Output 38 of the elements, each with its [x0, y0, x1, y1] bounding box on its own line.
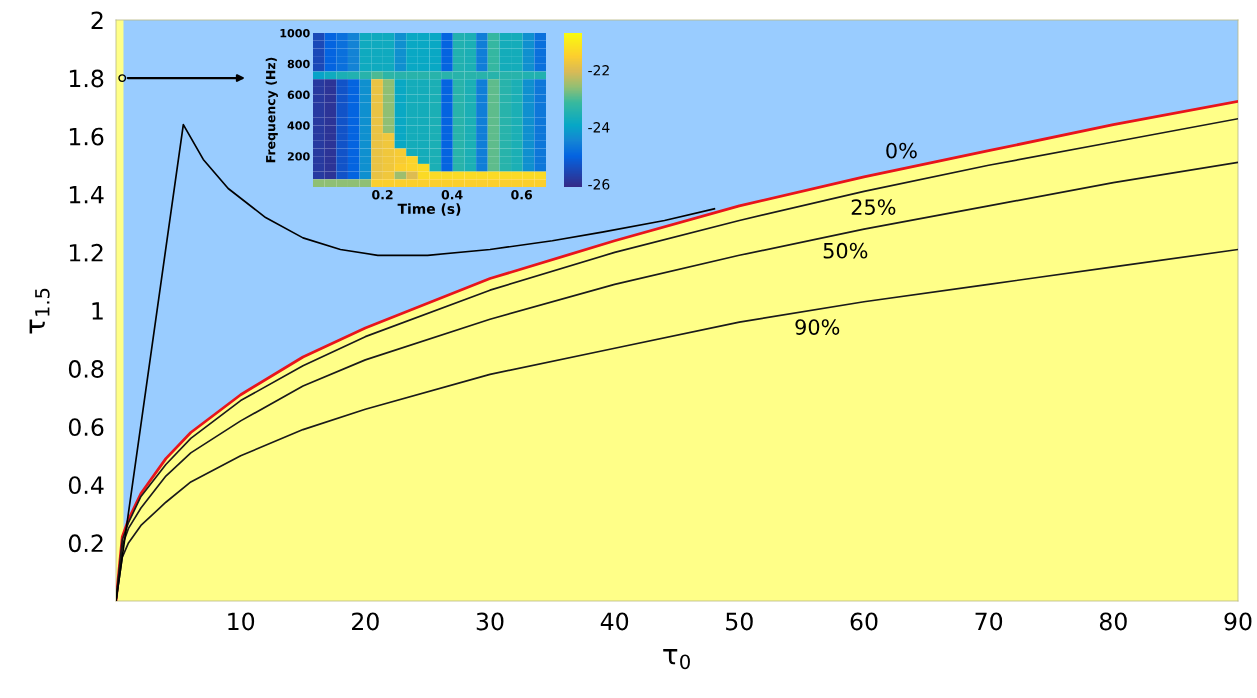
color-bar-label: -24: [588, 122, 610, 133]
y-tick-label: 1.8: [69, 69, 104, 88]
y-tick-label: 1.2: [69, 243, 103, 262]
x-tick-label: 40: [600, 612, 629, 631]
x-tick-label: 70: [975, 612, 1003, 631]
y-tick-label: 1000: [280, 28, 310, 38]
x-axis-title: Time (s): [397, 203, 461, 216]
series-label: 90%: [795, 319, 840, 335]
x-tick-label: 50: [726, 612, 753, 631]
x-tick-label: 0.2: [372, 190, 393, 200]
x-tick-label: 60: [850, 612, 878, 631]
x-tick-label: 20: [352, 612, 379, 631]
y-tick-label: 1.4: [69, 186, 104, 204]
y-tick-label: 0.6: [68, 418, 104, 437]
color-bar-label: -26: [588, 179, 610, 190]
x-tick-label: 30: [476, 612, 504, 631]
y-tick-label: 1.6: [69, 127, 104, 146]
x-tick-label: 80: [1099, 612, 1127, 631]
x-tick-label: 90: [1224, 612, 1252, 631]
y-tick-label: 400: [287, 121, 310, 130]
y-axis-title: Frequency (Hz): [265, 57, 278, 163]
x-tick-label: 0.4: [441, 190, 463, 200]
y-tick-label: 0.4: [68, 476, 104, 495]
x-tick-label: 0.6: [511, 190, 533, 200]
y-tick-label: 0.8: [68, 360, 104, 378]
y-tick-label: 2: [91, 11, 103, 29]
series-label: 25%: [851, 199, 896, 215]
series-label: 0%: [886, 142, 917, 159]
x-axis-title: τ$_{0}$: [663, 649, 690, 670]
y-tick-label: 0.2: [68, 534, 103, 553]
color-bar-label: -22: [588, 65, 609, 76]
x-tick-label: 10: [228, 612, 255, 631]
y-tick-label: 200: [287, 152, 310, 161]
y-tick-label: 600: [287, 90, 310, 99]
y-axis-title: τ$_{1.5}$: [29, 288, 50, 334]
y-tick-label: 800: [287, 59, 310, 69]
series-label: 50%: [823, 242, 868, 259]
y-tick-label: 1: [92, 302, 103, 320]
